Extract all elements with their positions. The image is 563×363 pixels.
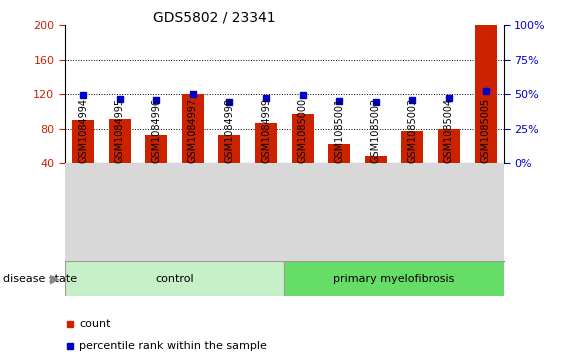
Bar — [438, 129, 460, 163]
Bar — [328, 144, 350, 163]
Text: primary myelofibrosis: primary myelofibrosis — [333, 274, 455, 284]
Text: ▶: ▶ — [50, 272, 60, 285]
Bar — [65, 261, 284, 296]
Bar — [218, 135, 240, 163]
Bar — [365, 156, 387, 163]
Text: control: control — [155, 274, 194, 284]
Bar — [145, 135, 167, 163]
Bar — [475, 25, 497, 163]
Bar — [255, 123, 277, 163]
Bar — [292, 114, 314, 163]
Bar — [109, 118, 131, 163]
Bar — [284, 261, 504, 296]
Text: disease state: disease state — [3, 274, 77, 284]
Bar — [72, 120, 94, 163]
Text: percentile rank within the sample: percentile rank within the sample — [79, 341, 267, 351]
Text: count: count — [79, 319, 111, 329]
Bar — [182, 94, 204, 163]
Bar — [401, 131, 423, 163]
Text: GDS5802 / 23341: GDS5802 / 23341 — [153, 11, 275, 25]
